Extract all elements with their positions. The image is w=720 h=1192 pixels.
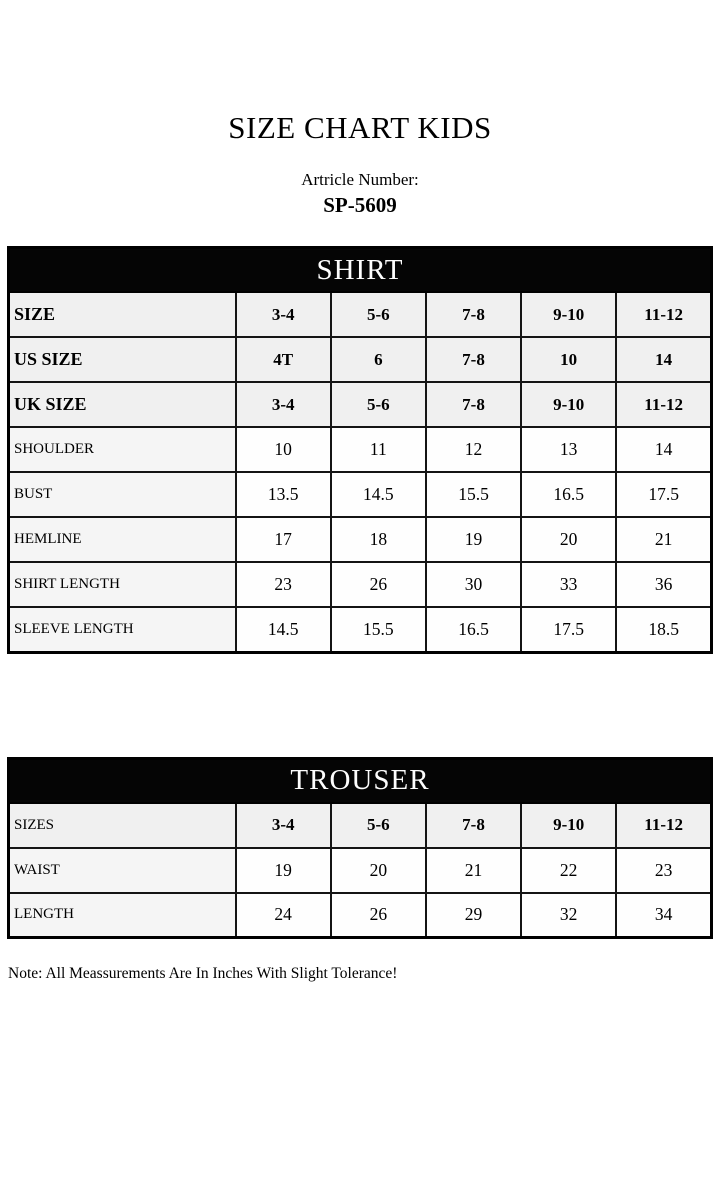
value-cell: 17 (234, 516, 332, 563)
value-cell: 4T (234, 336, 332, 383)
value-cell: 24 (234, 891, 332, 939)
row-label: US SIZE (7, 336, 237, 383)
value-cell: 11 (329, 426, 427, 473)
row-label: SIZES (7, 801, 237, 849)
value-cell: 3-4 (234, 291, 332, 338)
value-cell: 5-6 (329, 801, 427, 849)
table-row: HEMLINE 17 18 19 20 21 (7, 516, 713, 563)
table-row: SLEEVE LENGTH 14.5 15.5 16.5 17.5 18.5 (7, 606, 713, 653)
table-row: SIZES 3-4 5-6 7-8 9-10 11-12 (7, 801, 713, 849)
table-row: SIZE 3-4 5-6 7-8 9-10 11-12 (7, 291, 713, 338)
note-text: Note: All Meassurements Are In Inches Wi… (8, 965, 398, 982)
value-cell: 26 (329, 891, 427, 939)
value-cell: 9-10 (520, 291, 618, 338)
value-cell: 36 (615, 561, 713, 608)
shirt-table-title: SHIRT (7, 246, 713, 293)
value-cell: 18 (329, 516, 427, 563)
value-cell: 7-8 (424, 801, 523, 849)
value-cell: 11-12 (615, 291, 713, 338)
row-label: SHOULDER (7, 426, 237, 473)
row-label: SIZE (7, 291, 237, 338)
value-cell: 12 (424, 426, 523, 473)
value-cell: 6 (329, 336, 427, 383)
value-cell: 13 (520, 426, 618, 473)
value-cell: 18.5 (615, 606, 713, 653)
value-cell: 34 (615, 891, 713, 939)
value-cell: 17.5 (520, 606, 618, 653)
value-cell: 7-8 (424, 381, 523, 428)
value-cell: 23 (615, 846, 713, 894)
value-cell: 11-12 (615, 801, 713, 849)
value-cell: 3-4 (234, 381, 332, 428)
value-cell: 9-10 (520, 381, 618, 428)
value-cell: 19 (234, 846, 332, 894)
shirt-table-header-row: SHIRT (7, 246, 713, 293)
trouser-size-table: TROUSER SIZES 3-4 5-6 7-8 9-10 11-12 WAIST 19 20… (7, 756, 713, 939)
table-row: WAIST 19 20 21 22 23 (7, 846, 713, 894)
article-number: SP-5609 (323, 193, 397, 217)
table-row: LENGTH 24 26 29 32 34 (7, 891, 713, 939)
value-cell: 21 (615, 516, 713, 563)
row-label: LENGTH (7, 891, 237, 939)
table-row: SHIRT LENGTH 23 26 30 33 36 (7, 561, 713, 608)
table-row: SHOULDER 10 11 12 13 14 (7, 426, 713, 473)
row-label: WAIST (7, 846, 237, 894)
value-cell: 32 (520, 891, 618, 939)
value-cell: 14.5 (329, 471, 427, 518)
table-row: BUST 13.5 14.5 15.5 16.5 17.5 (7, 471, 713, 518)
value-cell: 7-8 (424, 336, 523, 383)
article-number-label: Artricle Number: (301, 170, 419, 189)
value-cell: 33 (520, 561, 618, 608)
value-cell: 7-8 (424, 291, 523, 338)
value-cell: 14 (615, 426, 713, 473)
page-title: SIZE CHART KIDS (228, 110, 492, 145)
row-label: UK SIZE (7, 381, 237, 428)
value-cell: 30 (424, 561, 523, 608)
value-cell: 29 (424, 891, 523, 939)
value-cell: 21 (424, 846, 523, 894)
table-row: US SIZE 4T 6 7-8 10 14 (7, 336, 713, 383)
value-cell: 3-4 (234, 801, 332, 849)
value-cell: 9-10 (520, 801, 618, 849)
row-label: BUST (7, 471, 237, 518)
value-cell: 14.5 (234, 606, 332, 653)
value-cell: 22 (520, 846, 618, 894)
value-cell: 23 (234, 561, 332, 608)
value-cell: 5-6 (329, 381, 427, 428)
trouser-table-header-row: TROUSER (7, 757, 713, 804)
value-cell: 14 (615, 336, 713, 383)
value-cell: 20 (520, 516, 618, 563)
row-label: HEMLINE (7, 516, 237, 563)
value-cell: 16.5 (424, 606, 523, 653)
value-cell: 11-12 (615, 381, 713, 428)
value-cell: 10 (520, 336, 618, 383)
value-cell: 16.5 (520, 471, 618, 518)
value-cell: 15.5 (329, 606, 427, 653)
value-cell: 10 (234, 426, 332, 473)
value-cell: 15.5 (424, 471, 523, 518)
trouser-table-title: TROUSER (7, 757, 713, 804)
value-cell: 26 (329, 561, 427, 608)
shirt-size-table: SHIRT SIZE 3-4 5-6 7-8 9-10 11-12 US SIZE 4T 6 7-… (7, 246, 713, 654)
table-row: UK SIZE 3-4 5-6 7-8 9-10 11-12 (7, 381, 713, 428)
value-cell: 20 (329, 846, 427, 894)
value-cell: 13.5 (234, 471, 332, 518)
value-cell: 5-6 (329, 291, 427, 338)
row-label: SHIRT LENGTH (7, 561, 237, 608)
value-cell: 19 (424, 516, 523, 563)
value-cell: 17.5 (615, 471, 713, 518)
row-label: SLEEVE LENGTH (7, 606, 237, 653)
